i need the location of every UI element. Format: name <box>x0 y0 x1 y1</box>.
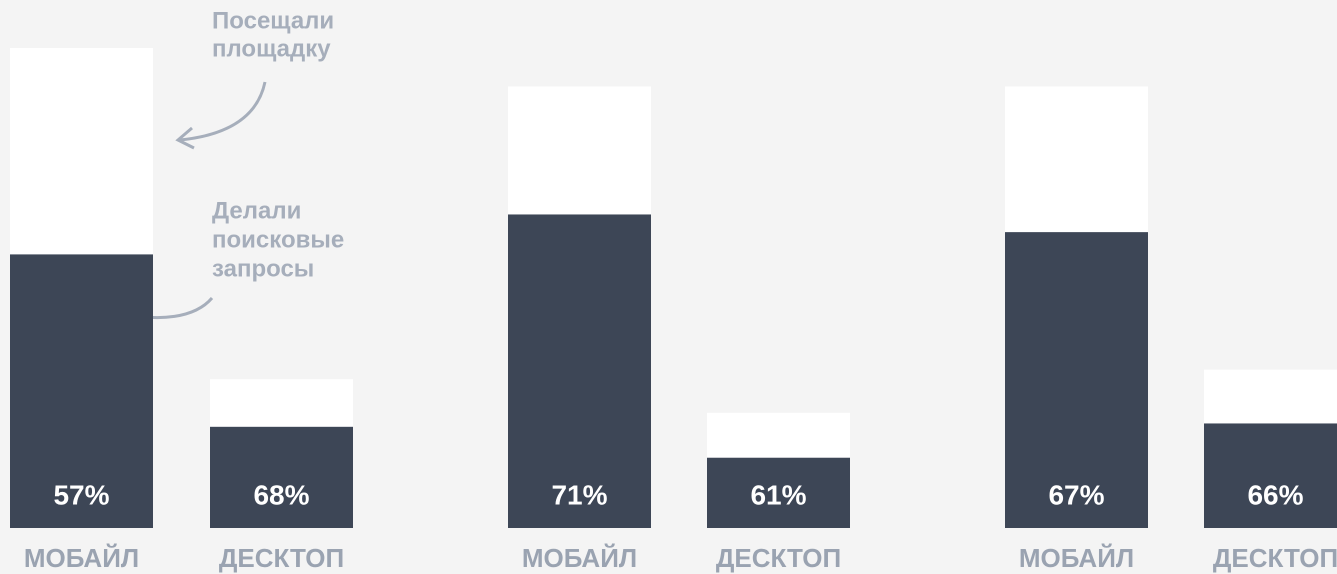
x-tick-label: ДЕСКТОП <box>1213 543 1337 573</box>
annotation: поисковые <box>212 226 344 253</box>
x-tick-label: МОБАЙЛ <box>1019 543 1134 573</box>
bar-share <box>1005 232 1148 529</box>
data-label: 68% <box>253 479 309 510</box>
data-label: 61% <box>750 479 806 510</box>
data-label: 66% <box>1247 479 1303 510</box>
arrow-head <box>175 126 195 150</box>
annotation: Посещали <box>212 7 334 34</box>
annotation: площадку <box>212 35 331 62</box>
annotation: Делали <box>212 197 301 224</box>
arrow <box>179 81 267 142</box>
bars: 57% МОБАЙЛ 68% ДЕСКТОП 71% МОБАЙЛ 61% ДЕСКТОП 67… <box>10 48 1337 573</box>
x-tick-label: МОБАЙЛ <box>522 543 637 573</box>
data-label: 57% <box>53 479 109 510</box>
x-tick-label: ДЕСКТОП <box>219 543 344 573</box>
bar-share <box>508 214 651 529</box>
x-tick-label: МОБАЙЛ <box>24 543 139 573</box>
bar-share <box>707 457 850 528</box>
x-tick-label: ДЕСКТОП <box>716 543 841 573</box>
data-label: 71% <box>551 479 607 510</box>
bar-share <box>1204 423 1337 528</box>
data-label: 67% <box>1048 479 1104 510</box>
bar-share <box>10 254 153 528</box>
annotation: запросы <box>212 255 314 282</box>
bar-share <box>210 426 353 528</box>
